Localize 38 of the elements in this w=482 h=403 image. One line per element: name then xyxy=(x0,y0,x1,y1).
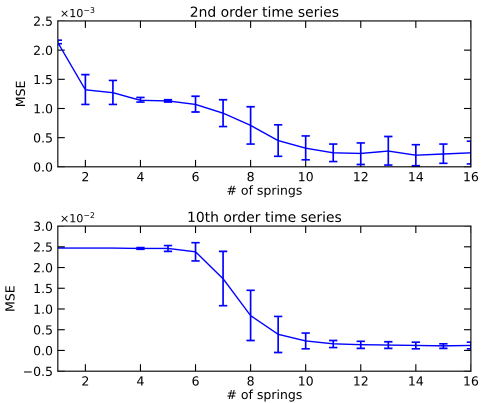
y-tick-label: −0.5 xyxy=(24,366,52,376)
y-tick-label: 2.5 xyxy=(34,16,52,26)
x-tick-label: 8 xyxy=(247,172,254,182)
x-tick-label: 4 xyxy=(137,172,144,182)
x-tick-label: 14 xyxy=(409,172,424,182)
x-tick-label: 2 xyxy=(82,376,88,386)
y-tick-label: 1.0 xyxy=(34,304,52,314)
x-tick-label: 6 xyxy=(192,172,199,182)
x-tick-label: 6 xyxy=(192,376,199,386)
x-axis-title: # of springs xyxy=(227,390,302,402)
x-tick-label: 4 xyxy=(137,376,144,386)
x-tick-label: 12 xyxy=(354,172,368,182)
y-tick-label: 2.5 xyxy=(34,242,52,252)
y-tick-label: 0.5 xyxy=(34,325,52,335)
x-tick-label: 14 xyxy=(409,376,424,386)
chart-title: 10th order time series xyxy=(188,211,342,222)
x-tick-label: 10 xyxy=(299,376,313,386)
y-tick-label: 1.0 xyxy=(34,104,52,114)
x-tick-label: 16 xyxy=(464,172,478,182)
y-tick-label: 2.0 xyxy=(34,46,52,56)
y-axis-title: MSE xyxy=(5,286,15,311)
x-axis-title: # of springs xyxy=(227,185,302,198)
y-tick-label: 0.0 xyxy=(34,162,52,172)
y-tick-label: 0.5 xyxy=(34,133,52,143)
chart-title: 2nd order time series xyxy=(190,6,338,17)
text: ×10$^{−2}$ xyxy=(61,212,94,222)
y-tick-label: 1.5 xyxy=(34,284,52,294)
y-axis-title: MSE xyxy=(16,81,26,106)
x-tick-label: 2 xyxy=(82,172,88,182)
y-tick-label: 1.5 xyxy=(34,74,52,84)
x-tick-label: 8 xyxy=(247,376,254,386)
y-tick-label: 3.0 xyxy=(34,222,52,232)
x-tick-label: 10 xyxy=(299,172,313,182)
x-tick-label: 12 xyxy=(354,376,368,386)
text: ×10$^{−3}$ xyxy=(61,7,94,18)
x-tick-label: 16 xyxy=(464,376,478,386)
y-tick-label: 0.0 xyxy=(34,346,52,356)
y-tick-label: 2.0 xyxy=(34,263,52,272)
